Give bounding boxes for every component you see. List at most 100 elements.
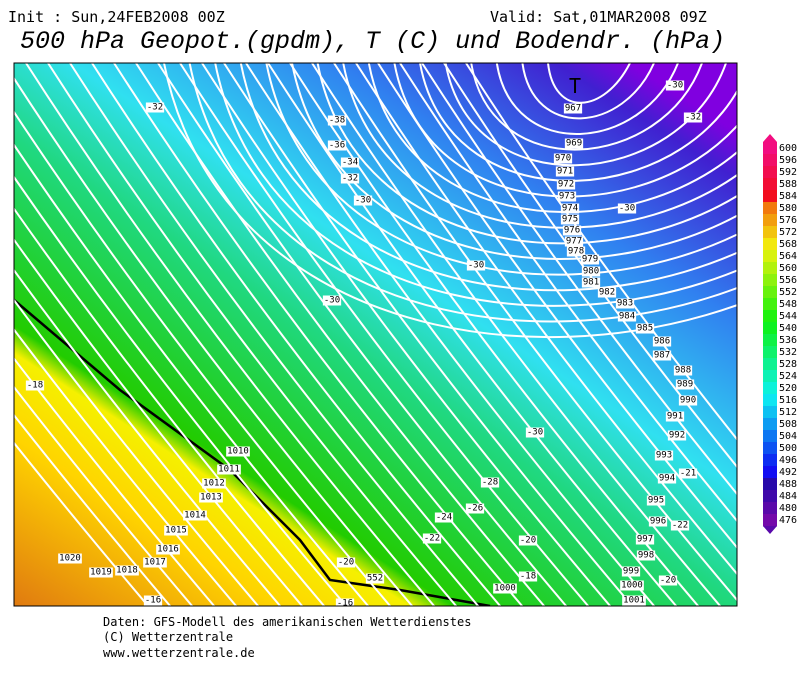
footer-line: (C) Wetterzentrale	[103, 630, 233, 644]
colorbar-label: 576	[779, 215, 797, 226]
isobar-label: 1000	[621, 581, 643, 591]
isobar-label-box	[648, 516, 668, 527]
isobar-label: 972	[558, 180, 574, 190]
colorbar-label: 592	[779, 167, 797, 178]
isobar	[69, 63, 480, 606]
isobar-label: 979	[582, 255, 598, 265]
isobar-label-box	[667, 430, 687, 441]
map-title: 500 hPa Geopot.(gpdm), T (C) und Bodendr…	[20, 27, 725, 56]
isobar	[25, 63, 436, 606]
isobar	[14, 76, 414, 606]
colorbar-swatch	[763, 418, 777, 431]
isobar-label: 991	[667, 412, 683, 422]
isobar	[521, 63, 655, 120]
isobar-label-box	[560, 214, 580, 225]
isobar-label-box	[665, 411, 685, 422]
temperature-label: -32	[147, 103, 163, 113]
temperature-label-box	[670, 520, 690, 531]
isobar	[14, 238, 304, 606]
isobar	[14, 413, 172, 606]
colorbar-label: 540	[779, 323, 797, 334]
colorbar-label: 584	[779, 191, 797, 202]
isobar-label-box	[562, 225, 582, 236]
temperature-label-box	[327, 115, 347, 126]
isobar-label-box	[560, 203, 580, 214]
isobar-label: 997	[637, 535, 653, 545]
valid-time: Valid: Sat,01MAR2008 09Z	[490, 8, 707, 26]
isobar-label-box	[635, 323, 655, 334]
temperature-label-box	[340, 173, 360, 184]
colorbar-label: 484	[779, 491, 797, 502]
isobar-label-box	[226, 446, 250, 457]
temperature-label-box	[466, 260, 486, 271]
temperature-label-box	[353, 195, 373, 206]
colorbar-swatch	[763, 310, 777, 323]
isobar-label: 1001	[623, 596, 645, 606]
temperature-label-box	[422, 533, 442, 544]
isobar-label-box	[646, 495, 666, 506]
isobar	[113, 63, 524, 606]
colorbar-label: 568	[779, 239, 797, 250]
temperature-label-box	[327, 140, 347, 151]
contour-label: 552	[367, 574, 383, 584]
isobar-label: 996	[650, 517, 666, 527]
colorbar-label: 512	[779, 407, 797, 418]
isobar-label: 985	[637, 324, 653, 334]
colorbar-swatch	[763, 442, 777, 455]
temperature-label-box	[336, 557, 356, 568]
colorbar-swatch	[763, 370, 777, 383]
colorbar-label: 516	[779, 395, 797, 406]
temperature-label: -16	[337, 599, 353, 609]
temperature-label-box	[658, 575, 678, 586]
isobar-label: 990	[680, 396, 696, 406]
temperature-label-box	[518, 535, 538, 546]
isobar	[91, 63, 502, 606]
map-frame	[13, 62, 738, 607]
temperature-label: -32	[685, 113, 701, 123]
isobar	[14, 298, 260, 606]
isobar	[14, 385, 194, 606]
temperature-label: -32	[342, 174, 358, 184]
isobar-label-box	[556, 179, 576, 190]
colorbar-swatch	[763, 346, 777, 359]
isobar	[399, 63, 737, 523]
colorbar-cap	[763, 134, 777, 142]
temperature-label-box	[518, 571, 538, 582]
isobar	[14, 441, 150, 606]
isobar-label-box	[557, 191, 577, 202]
temperature-label: -30	[324, 296, 340, 306]
colorbar-label: 564	[779, 251, 797, 262]
isobar-label-box	[566, 246, 586, 257]
isobar-label: 1016	[157, 545, 179, 555]
isobar-label: 967	[565, 104, 581, 114]
isobar-label-box	[675, 379, 695, 390]
temperature-label: -18	[27, 381, 43, 391]
isobar-label: 983	[617, 299, 633, 309]
isobar-label: 980	[583, 267, 599, 277]
isobar	[14, 268, 282, 606]
isobar-label: 974	[562, 204, 578, 214]
isobar	[214, 63, 737, 307]
colorbar-swatch	[763, 406, 777, 419]
isobar-label: 1014	[184, 511, 206, 521]
colorbar-swatch	[763, 334, 777, 347]
isobar	[443, 63, 737, 469]
isobar-label: 970	[555, 154, 571, 164]
isobar	[157, 63, 568, 606]
isobar-label-box	[652, 350, 672, 361]
colorbar-label: 548	[779, 299, 797, 310]
colorbar-label: 536	[779, 335, 797, 346]
isobar-label: 988	[675, 366, 691, 376]
colorbar-swatch	[763, 226, 777, 239]
footer-line: Daten: GFS-Modell des amerikanischen Wet…	[103, 615, 471, 629]
colorbar-label: 500	[779, 443, 797, 454]
colorbar-label: 504	[779, 431, 797, 442]
colorbar-label: 588	[779, 179, 797, 190]
colorbar-label: 556	[779, 275, 797, 286]
isobar-label: 982	[599, 288, 615, 298]
isobar-label-box	[493, 583, 517, 594]
colorbar-swatch	[763, 514, 777, 527]
colorbar-label: 600	[779, 143, 797, 154]
temperature-label-box	[25, 380, 45, 391]
